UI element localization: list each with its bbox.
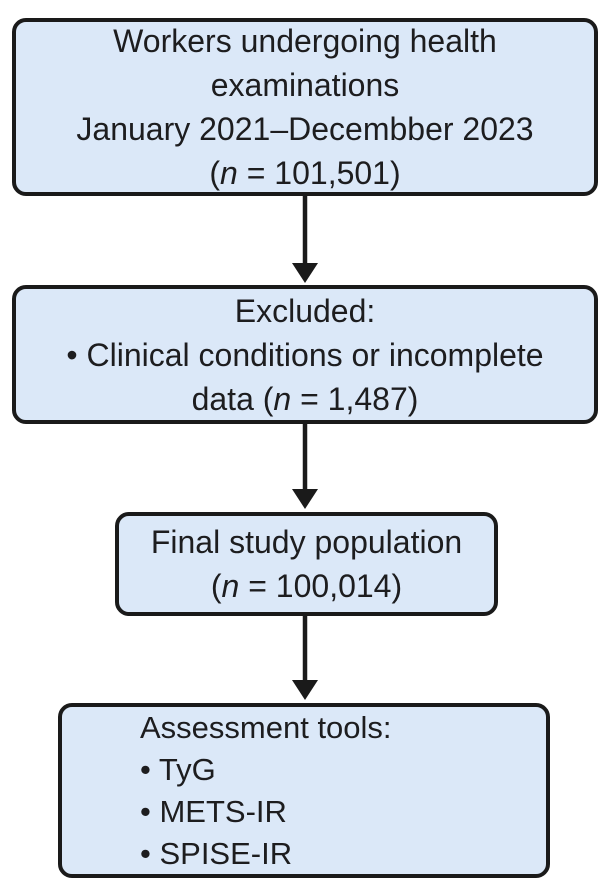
n-count-line: data (n = 1,487)	[16, 377, 594, 421]
arrow-down-icon	[292, 196, 318, 283]
box-line: Excluded:	[234, 292, 376, 329]
bullet-item: • Clinical conditions or incomplete	[66, 336, 544, 373]
n-variable: n	[220, 155, 238, 191]
n-value: = 100,014)	[239, 568, 403, 604]
n-count-line: (n = 101,501)	[16, 151, 594, 195]
n-variable: n	[221, 568, 240, 604]
arrow-down-icon	[292, 424, 318, 509]
box-line: January 2021–Decembber 2023	[76, 111, 534, 147]
box-line: examinations	[210, 67, 400, 103]
box-workers-population: Workers undergoing health examinations J…	[12, 18, 598, 196]
bullet-item: • SPISE-IR	[140, 835, 293, 871]
n-value: = 1,487)	[291, 380, 419, 417]
box-assessment-tools: Assessment tools: • TyG • METS-IR • SPIS…	[58, 703, 550, 878]
arrow-down-icon	[292, 616, 318, 700]
box-excluded: Excluded: • Clinical conditions or incom…	[12, 285, 598, 424]
line-prefix: data (	[191, 380, 274, 417]
n-count-line: (n = 100,014)	[119, 564, 494, 608]
paren-open: (	[209, 155, 221, 191]
paren-open: (	[210, 568, 222, 604]
n-value: = 101,501)	[237, 155, 401, 191]
box-line: Assessment tools:	[140, 709, 392, 745]
n-variable: n	[273, 380, 292, 417]
bullet-item: • TyG	[140, 751, 216, 787]
box-line: Workers undergoing health	[113, 23, 497, 59]
box-final-population: Final study population (n = 100,014)	[115, 512, 498, 616]
box-line: Final study population	[150, 524, 463, 560]
bullet-item: • METS-IR	[140, 793, 287, 829]
